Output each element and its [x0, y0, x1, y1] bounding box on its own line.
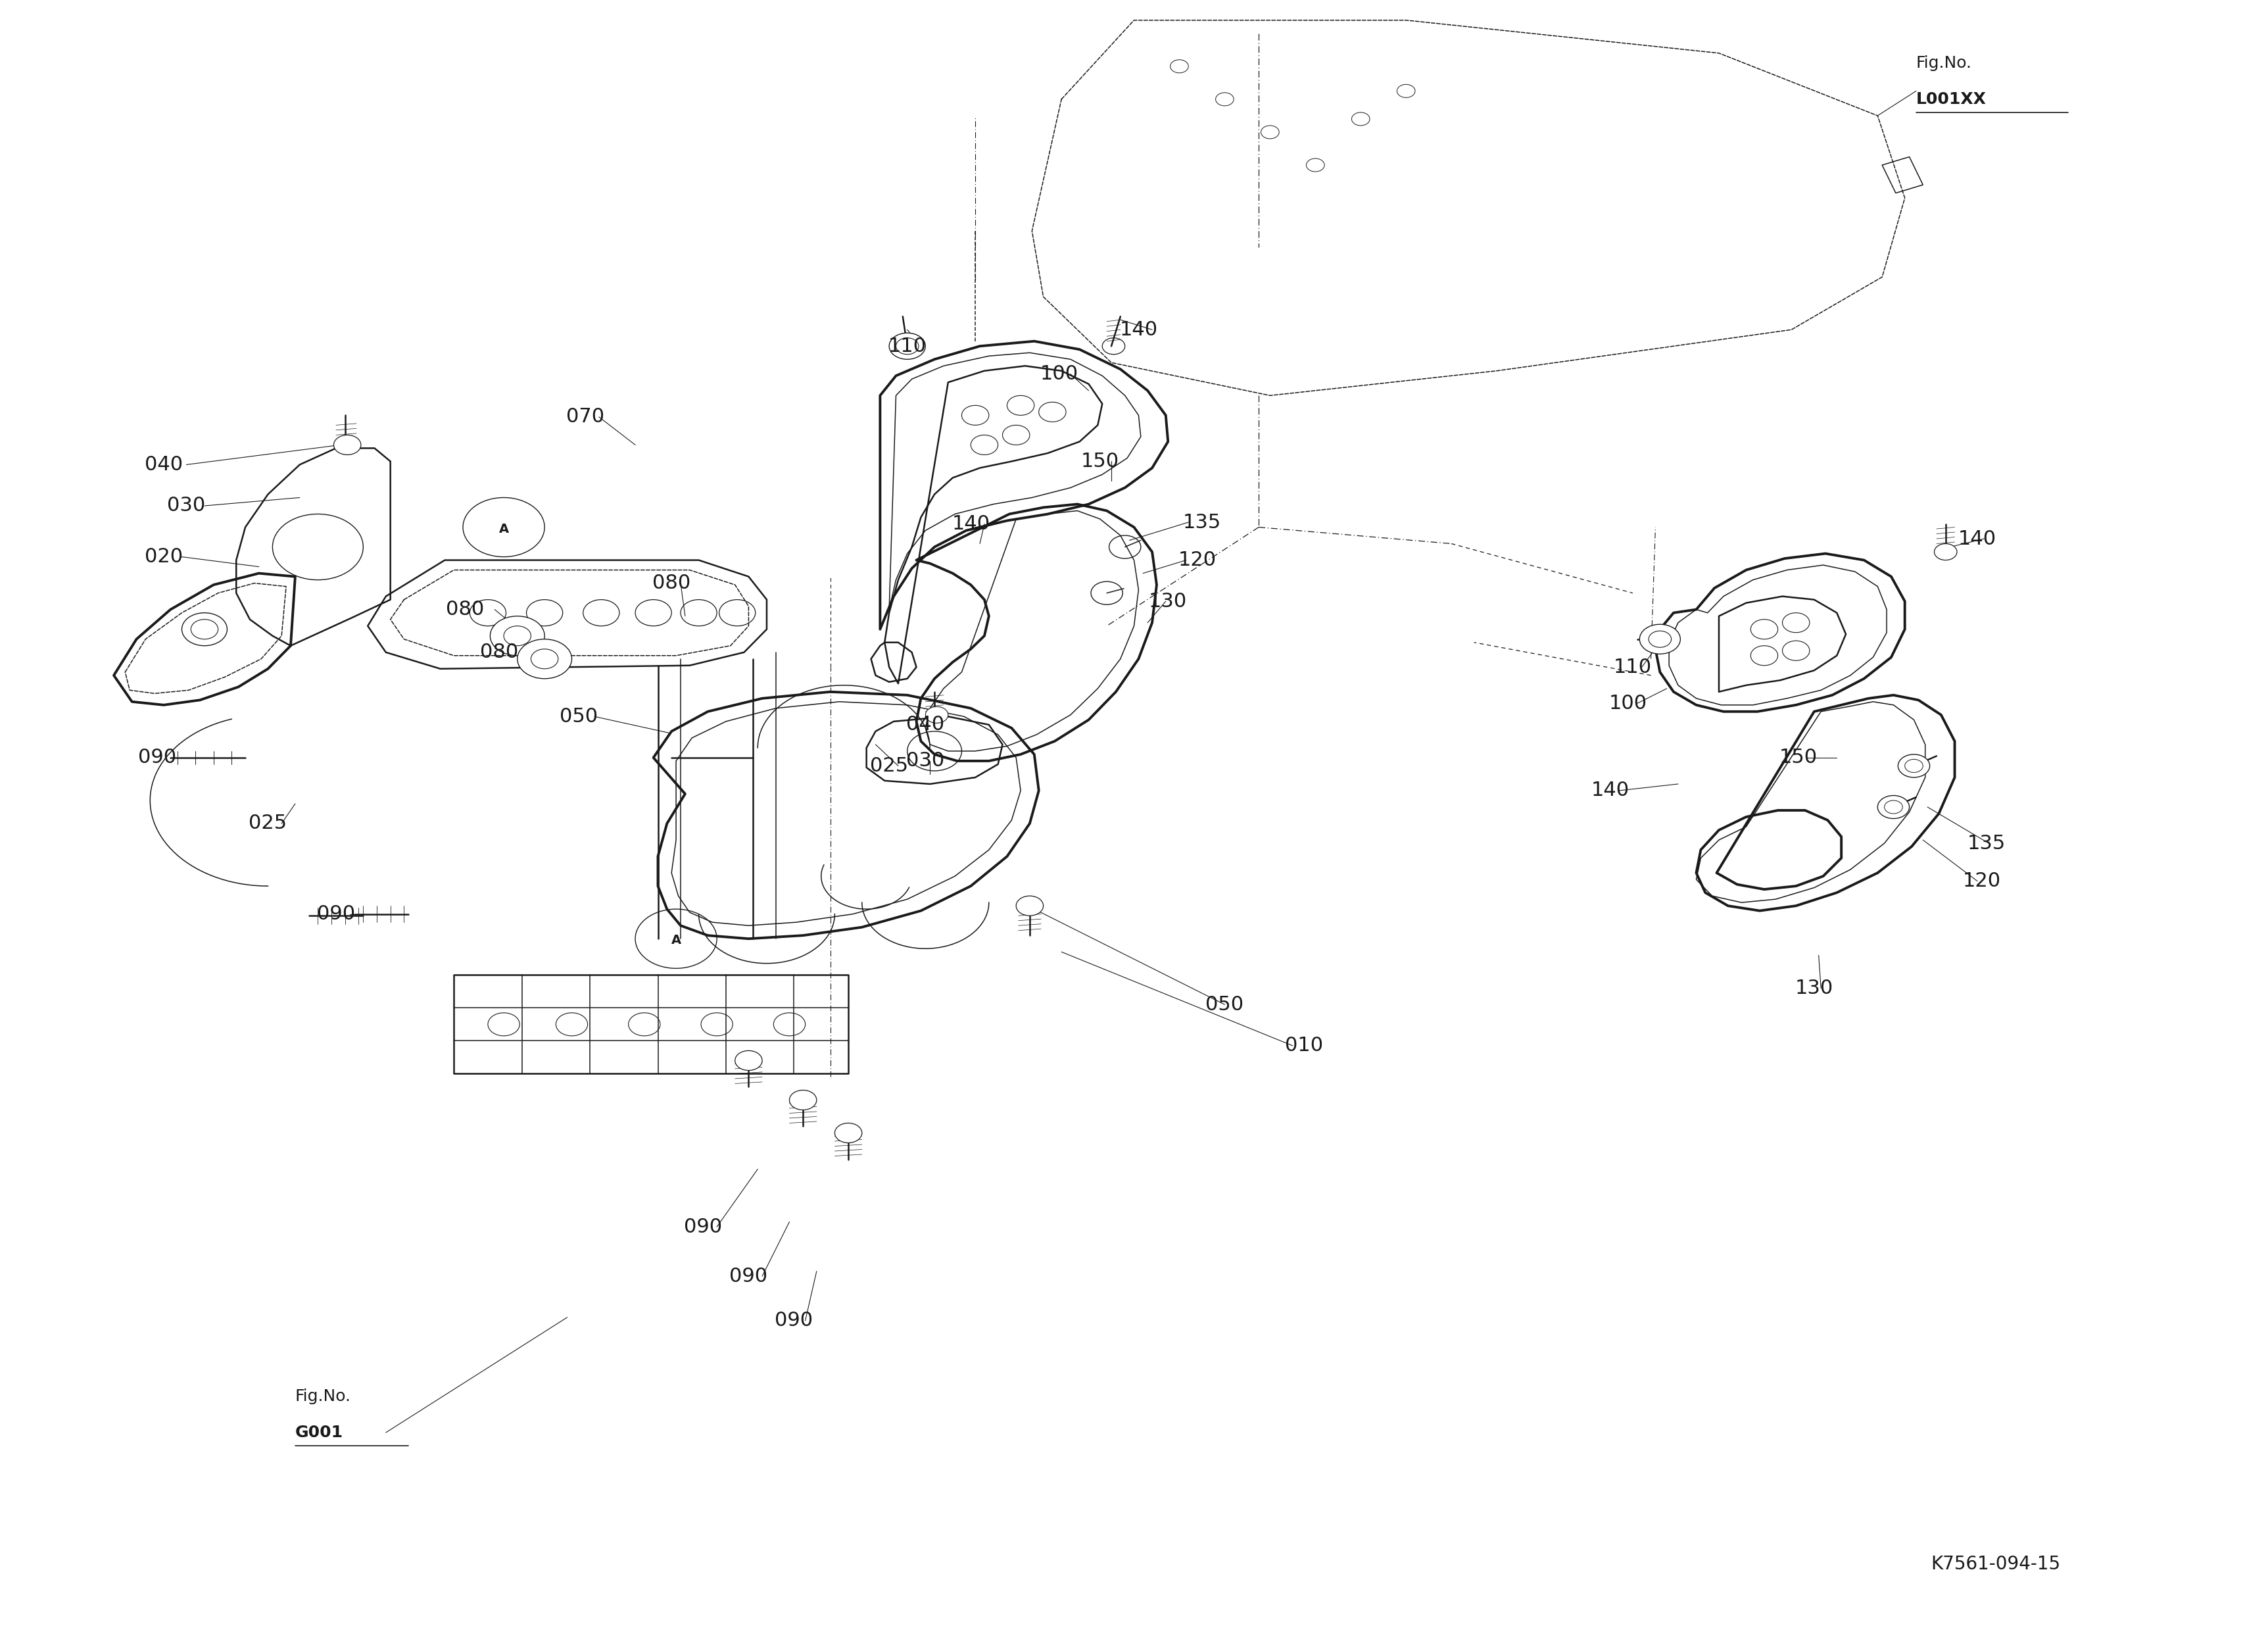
Text: A: A [671, 934, 680, 947]
Circle shape [889, 333, 925, 359]
Text: 120: 120 [1179, 550, 1216, 570]
Text: 150: 150 [1082, 451, 1118, 471]
Text: 090: 090 [776, 1311, 812, 1331]
Text: 080: 080 [653, 573, 692, 593]
Text: 080: 080 [481, 642, 519, 662]
Text: 110: 110 [1613, 657, 1651, 677]
Text: G001: G001 [295, 1425, 342, 1441]
Text: 140: 140 [1120, 320, 1157, 339]
Text: 130: 130 [1150, 591, 1186, 611]
Text: Fig.No.: Fig.No. [1916, 54, 1973, 71]
Circle shape [789, 1090, 816, 1110]
Circle shape [181, 613, 227, 646]
Text: 090: 090 [138, 748, 177, 768]
Text: 020: 020 [145, 547, 184, 567]
Circle shape [333, 435, 361, 455]
Text: 140: 140 [953, 514, 989, 534]
Text: 025: 025 [249, 814, 288, 833]
Text: K7561-094-15: K7561-094-15 [1930, 1555, 2059, 1573]
Text: 090: 090 [685, 1217, 723, 1237]
Text: 150: 150 [1778, 748, 1817, 768]
Text: L001XX: L001XX [1916, 91, 1987, 107]
Text: Fig.No.: Fig.No. [295, 1388, 352, 1405]
Text: 030: 030 [168, 496, 206, 516]
Text: 040: 040 [145, 455, 184, 474]
Text: 100: 100 [1608, 693, 1647, 713]
Text: 110: 110 [889, 336, 925, 356]
Text: 090: 090 [318, 904, 356, 924]
Circle shape [1935, 544, 1957, 560]
Circle shape [925, 707, 948, 723]
Text: 140: 140 [1590, 781, 1628, 800]
Circle shape [735, 1051, 762, 1071]
Text: 135: 135 [1184, 512, 1220, 532]
Text: 140: 140 [1957, 529, 1996, 548]
Text: 050: 050 [1207, 995, 1243, 1015]
Circle shape [1898, 754, 1930, 777]
Text: 135: 135 [1966, 833, 2005, 853]
Text: 120: 120 [1962, 871, 2000, 891]
Text: 050: 050 [560, 707, 599, 726]
Circle shape [1878, 796, 1910, 819]
Text: 030: 030 [907, 751, 943, 771]
Text: 040: 040 [907, 715, 943, 735]
Circle shape [1016, 896, 1043, 916]
Circle shape [490, 616, 544, 656]
Text: 080: 080 [447, 600, 485, 619]
Circle shape [835, 1123, 862, 1143]
Text: A: A [499, 522, 508, 535]
Circle shape [1640, 624, 1681, 654]
Text: 070: 070 [567, 407, 606, 427]
Text: 010: 010 [1286, 1036, 1322, 1056]
Text: 100: 100 [1041, 364, 1077, 384]
Text: 130: 130 [1794, 978, 1833, 998]
Text: 025: 025 [871, 756, 907, 776]
Text: 090: 090 [730, 1267, 767, 1286]
Circle shape [517, 639, 572, 679]
